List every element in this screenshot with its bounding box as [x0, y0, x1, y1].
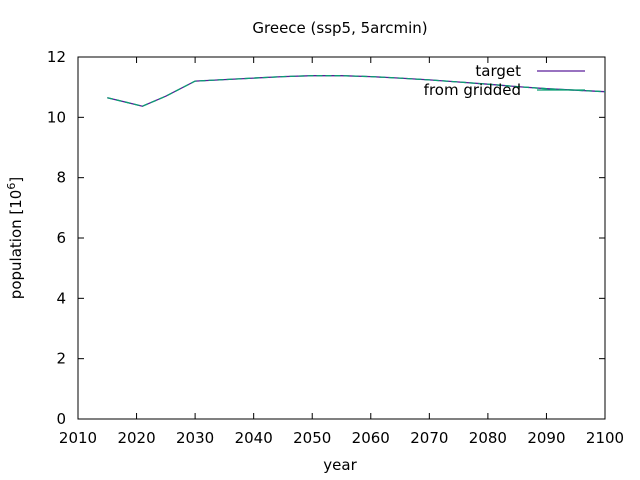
chart-title: Greece (ssp5, 5arcmin) [252, 19, 427, 37]
x-tick-label: 2060 [352, 429, 390, 447]
y-axis-label-sup: 6 [5, 183, 18, 190]
y-tick-label: 0 [56, 410, 66, 428]
x-tick-label: 2100 [586, 429, 624, 447]
y-axis-label: population [106] [5, 177, 25, 299]
x-tick-label: 2020 [117, 429, 155, 447]
x-axis-label: year [323, 456, 357, 474]
x-axis: 2010 2020 2030 2040 2050 2060 2070 2080 2090 2100 [59, 57, 624, 447]
x-tick-label: 2040 [235, 429, 273, 447]
series-line-from-gridded [107, 75, 606, 107]
y-tick-label: 6 [56, 229, 66, 247]
y-axis: 0 2 4 6 8 10 12 [47, 48, 605, 428]
y-tick-label: 4 [56, 289, 66, 307]
y-axis-label-main: population [10 [7, 190, 25, 300]
x-tick-label: 2010 [59, 429, 97, 447]
series-line-target [107, 75, 606, 107]
y-axis-label-close: ] [7, 177, 25, 183]
y-tick-label: 12 [47, 48, 66, 66]
y-tick-label: 2 [56, 350, 66, 368]
x-tick-label: 2030 [176, 429, 214, 447]
x-tick-label: 2070 [410, 429, 448, 447]
plot-frame [77, 56, 606, 420]
series-lines [107, 75, 606, 107]
x-tick-label: 2090 [527, 429, 565, 447]
x-tick-label: 2080 [469, 429, 507, 447]
legend-label: from gridded [424, 81, 521, 99]
x-tick-label: 2050 [293, 429, 331, 447]
y-tick-label: 10 [47, 108, 66, 126]
y-tick-label: 8 [56, 169, 66, 187]
legend-label: target [475, 62, 521, 80]
